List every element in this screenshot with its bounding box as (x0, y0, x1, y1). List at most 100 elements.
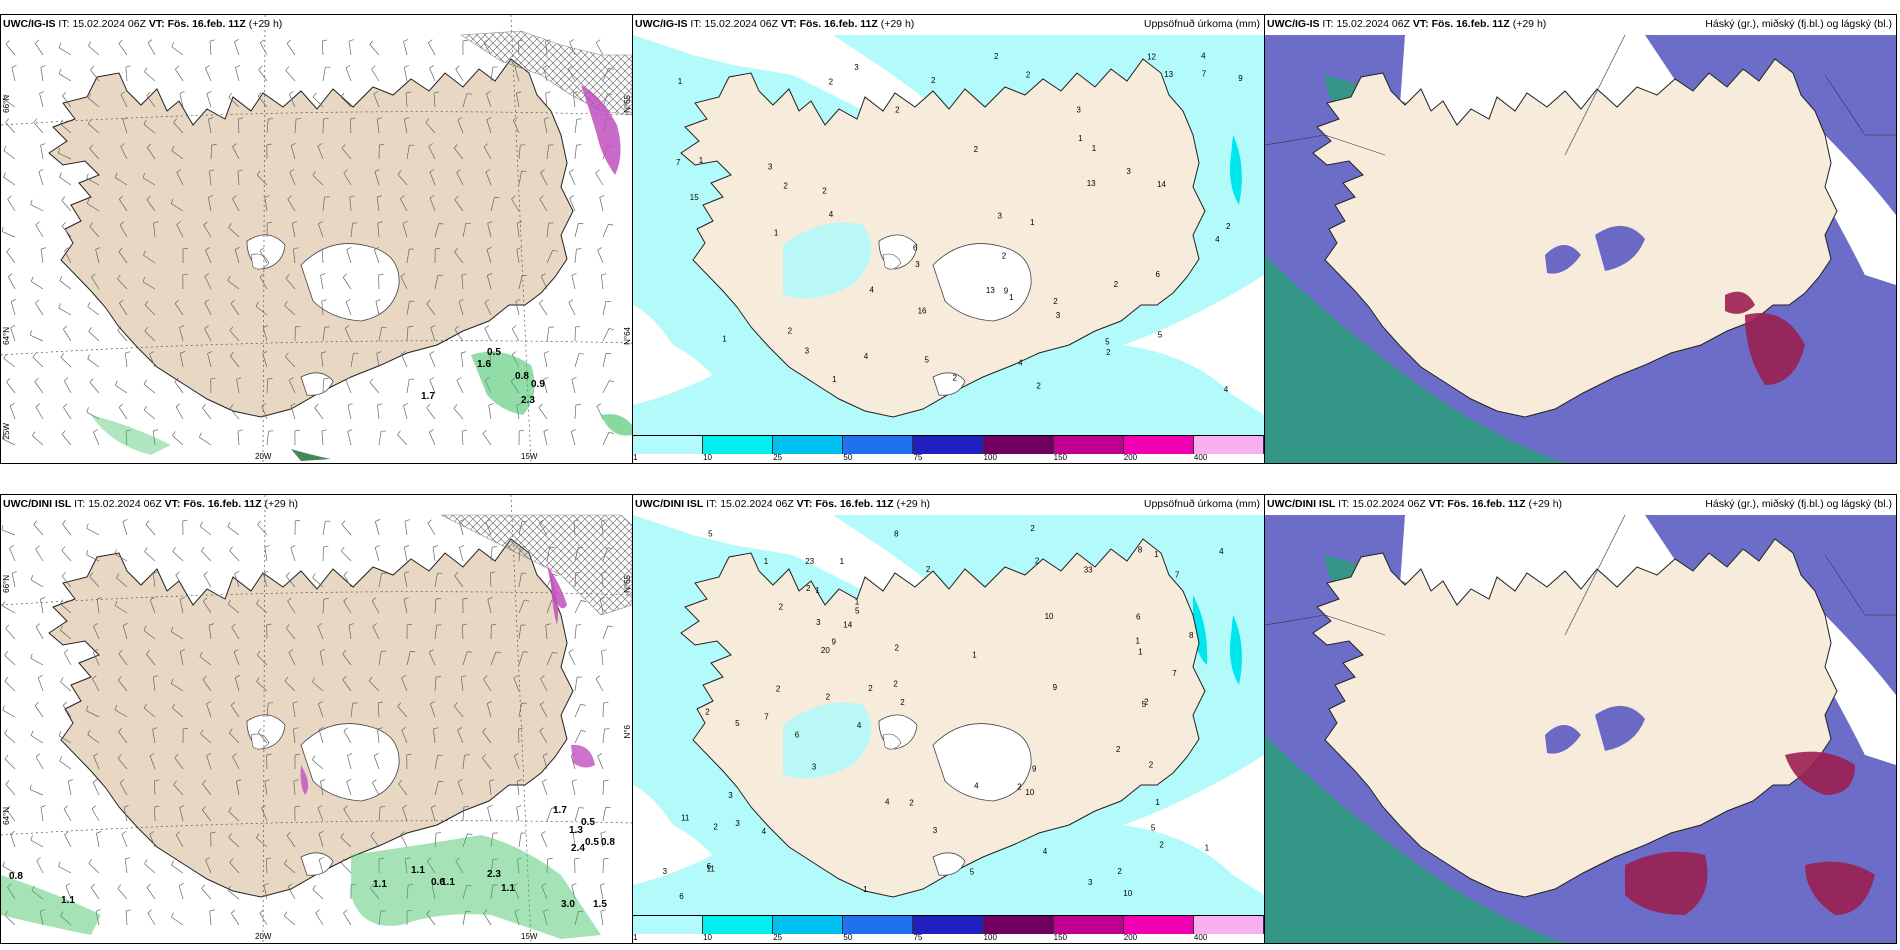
wind-barb-flag (288, 649, 294, 653)
wind-barb-flag (64, 377, 69, 382)
precip-colorbar (633, 435, 1264, 454)
wind-barb (199, 656, 212, 666)
wind-barb (462, 911, 466, 926)
wind-barb-flag (89, 222, 94, 227)
wind-barb-flag (202, 779, 207, 785)
wind-barb-flag (346, 779, 352, 783)
wind-barb (518, 145, 521, 160)
wind-barb-flag (86, 549, 89, 555)
wind-barb (517, 859, 520, 874)
wind-barb (349, 119, 352, 134)
precip-amount-label: 13 (1087, 179, 1096, 188)
glacier-myrdalsjokull (932, 852, 966, 876)
wind-barb-flag (9, 403, 15, 407)
wind-barb (258, 69, 268, 82)
wind-barb-flag (5, 780, 10, 785)
wind-barb (36, 860, 44, 874)
wind-barb (434, 275, 439, 290)
wind-barb (114, 605, 128, 614)
wind-barb-flag (256, 599, 260, 604)
wind-barb (406, 327, 409, 342)
wind-barb (114, 709, 128, 718)
wind-barb (406, 885, 409, 900)
wind-barb-flag (343, 169, 348, 174)
wind-barb (349, 197, 352, 212)
precip-amount-label: 1 (1138, 648, 1143, 657)
wind-barb-flag (116, 573, 120, 578)
precip-amount-label: 2 (1017, 782, 1022, 791)
wind-barb (574, 730, 582, 744)
wind-barb-flag (595, 675, 601, 680)
wind-barb (457, 781, 464, 796)
wind-barb-flag (91, 273, 96, 278)
precip-amount-label: 7 (1175, 571, 1180, 580)
glacier-myrdalsjokull (932, 372, 966, 396)
wind-barb (3, 358, 16, 368)
wind-barb-flag (454, 702, 458, 707)
wind-barb (204, 302, 212, 316)
wind-barb-flag (174, 377, 179, 382)
wind-barb (120, 94, 128, 108)
wind-barb-flag (171, 145, 175, 151)
wind-barb (266, 119, 269, 134)
wind-barb (312, 96, 324, 108)
wind-barb-flag (125, 429, 131, 432)
wind-barb (312, 681, 324, 692)
colorbar-tick-label: 400 (1193, 933, 1208, 942)
wind-barb (179, 599, 184, 614)
wind-barb-flag (149, 831, 155, 835)
wind-barb-flag (144, 859, 148, 864)
precip-amount-label: 6 (913, 244, 918, 253)
wind-barb (172, 435, 184, 446)
precip-amount-label: 1 (699, 156, 704, 165)
it-value: 15.02.2024 06Z (1336, 18, 1410, 30)
wind-barb-flag (263, 571, 268, 574)
wind-barb-flag (5, 118, 9, 123)
wind-barb (171, 916, 184, 926)
wind-barb (176, 172, 184, 186)
wind-barb-flag (143, 250, 146, 256)
wind-barb-flag (228, 223, 232, 228)
wind-barb-flag (294, 805, 300, 808)
wind-barb-flag (182, 519, 188, 522)
precip-amount-label: 2 (829, 78, 834, 87)
wind-barb-flag (322, 39, 328, 42)
wind-barb (31, 281, 44, 290)
wind-barb-flag (435, 598, 441, 600)
wind-barb (541, 885, 548, 900)
wind-barb (259, 250, 268, 264)
glacier-vatnajokull (300, 723, 400, 802)
wind-barb-flag (143, 119, 147, 125)
wind-barb (263, 885, 268, 900)
precip-value-label: 1.1 (411, 865, 425, 876)
wind-barb-flag (318, 727, 324, 730)
precip-amount-label: 2 (713, 823, 718, 832)
wind-barb-flag (596, 39, 601, 44)
wind-barb (115, 177, 128, 186)
wind-barb-flag (578, 807, 584, 809)
wind-barb (454, 329, 464, 342)
precip-value-label: 1.1 (441, 877, 455, 888)
wind-barb (118, 731, 128, 744)
land-group (1312, 58, 1838, 418)
wind-barb-flag (171, 912, 174, 918)
vt-label: VT: (1412, 18, 1429, 30)
wind-barb-flag (374, 169, 380, 172)
wind-barb-flag (266, 623, 272, 626)
wind-barb (512, 886, 520, 900)
wind-barb (516, 781, 520, 796)
wind-barb (60, 915, 72, 926)
wind-barb (287, 198, 296, 212)
wind-barb-flag (118, 649, 123, 654)
wind-barb (518, 651, 524, 666)
wind-barb (227, 280, 240, 290)
wind-barb-flag (120, 143, 125, 147)
wind-barb-flag (343, 805, 348, 810)
wind-barb (595, 678, 604, 692)
wind-barb-flag (289, 377, 294, 381)
precip-value-label: 1.1 (61, 895, 75, 906)
wind-barb (34, 43, 44, 56)
wind-barb-flag (295, 519, 301, 522)
wind-barb-flag (350, 117, 356, 120)
wind-barb (144, 331, 156, 342)
